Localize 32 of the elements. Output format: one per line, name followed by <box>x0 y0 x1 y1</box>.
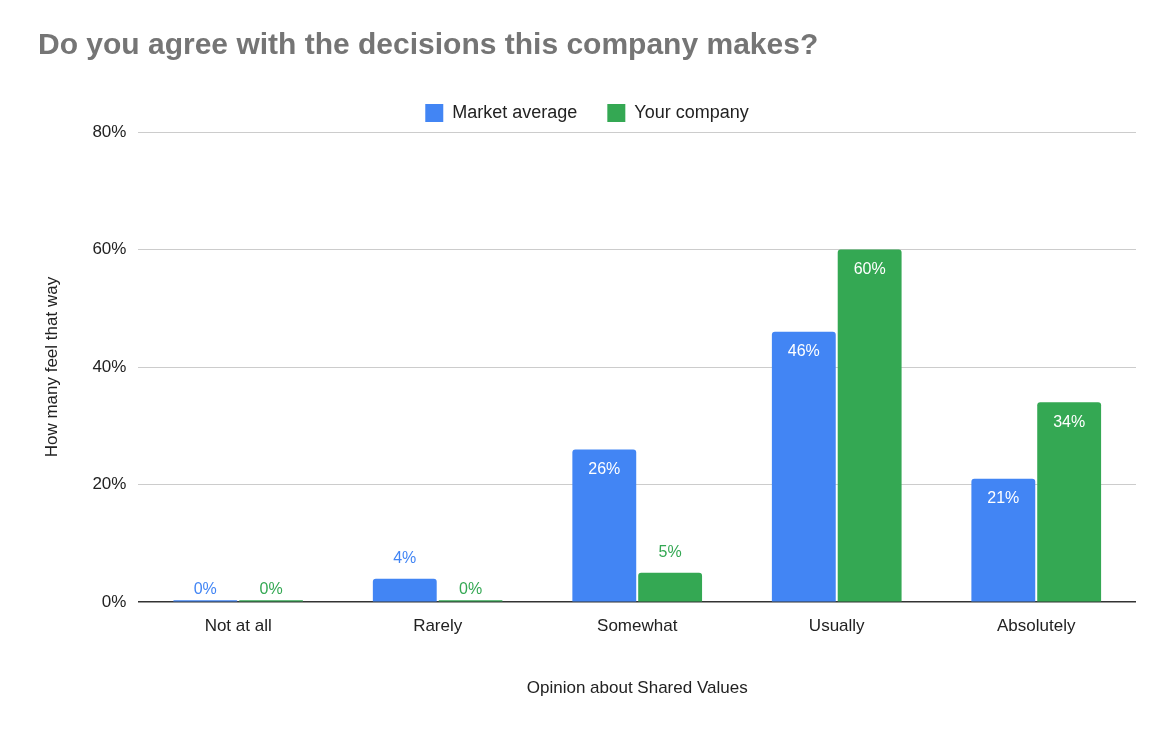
data-label: 5% <box>658 543 682 561</box>
bar <box>372 578 437 602</box>
bar <box>771 331 836 602</box>
y-tick-label: 80% <box>92 121 127 141</box>
bar <box>572 449 637 602</box>
data-label: 46% <box>787 342 820 360</box>
data-label: 26% <box>588 459 621 477</box>
data-label: 21% <box>987 489 1020 507</box>
bar <box>1037 402 1102 602</box>
y-tick-label: 40% <box>92 356 127 376</box>
y-tick-label: 60% <box>92 239 127 259</box>
chart-title: Do you agree with the decisions this company makes? <box>38 27 819 61</box>
bar <box>638 572 703 602</box>
y-axis-title: How many feel that way <box>41 276 61 458</box>
x-tick-label: Somewhat <box>597 616 678 636</box>
data-label: 0% <box>259 579 283 597</box>
data-label: 0% <box>459 579 483 597</box>
legend-label: Your company <box>634 101 749 122</box>
x-tick-label: Rarely <box>413 616 463 636</box>
x-axis-title: Opinion about Shared Values <box>526 678 748 698</box>
data-label: 0% <box>193 579 217 597</box>
x-tick-label: Absolutely <box>997 616 1076 636</box>
x-tick-label: Not at all <box>204 616 272 636</box>
y-tick-label: 0% <box>101 591 127 611</box>
data-label: 60% <box>853 259 886 277</box>
bar <box>971 478 1036 602</box>
x-tick-label: Usually <box>808 616 866 636</box>
bar <box>837 249 902 602</box>
legend-label: Market average <box>452 101 578 122</box>
y-tick-label: 20% <box>92 474 127 494</box>
data-label: 34% <box>1053 412 1086 430</box>
data-label: 4% <box>393 549 417 567</box>
